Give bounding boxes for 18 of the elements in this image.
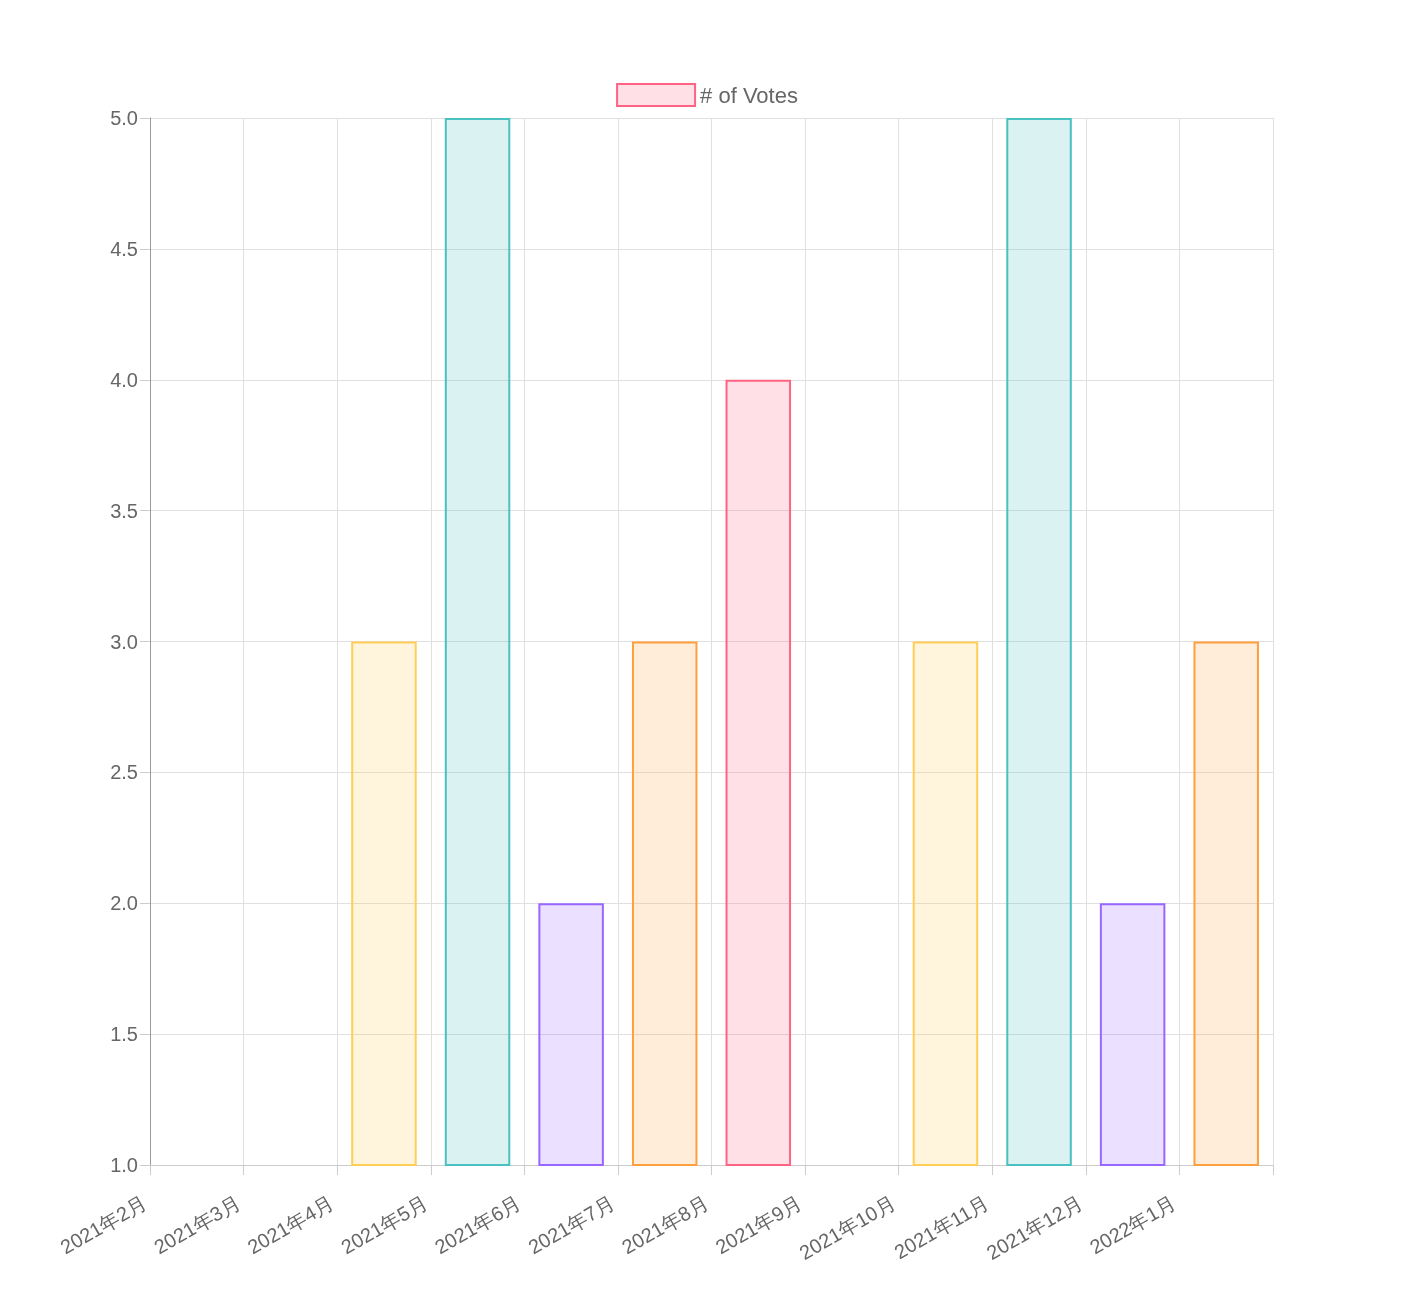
x-tick-label: 2021年5月 bbox=[337, 1191, 432, 1259]
y-tick-label: 4.0 bbox=[110, 368, 138, 391]
x-tick-label: 2021年7月 bbox=[524, 1191, 619, 1259]
x-tick-label: 2021年6月 bbox=[430, 1191, 525, 1259]
legend-label: # of Votes bbox=[700, 82, 798, 108]
x-tick-label: 2021年2月 bbox=[56, 1191, 151, 1259]
y-tick-label: 5.0 bbox=[110, 107, 138, 129]
y-tick-label: 1.5 bbox=[110, 1023, 138, 1046]
y-tick-label: 2.5 bbox=[110, 761, 138, 784]
x-tick-label: 2021年4月 bbox=[243, 1191, 338, 1259]
y-tick-label: 3.5 bbox=[110, 499, 138, 522]
y-tick-label: 1.0 bbox=[110, 1154, 138, 1176]
y-tick-label: 4.5 bbox=[110, 237, 138, 260]
y-tick-label: 3.0 bbox=[110, 630, 138, 653]
x-tick-label: 2022年1月 bbox=[1085, 1191, 1180, 1259]
y-tick-label: 2.0 bbox=[110, 892, 138, 915]
x-tick-label: 2021年3月 bbox=[150, 1191, 244, 1259]
x-tick-label: 2021年8月 bbox=[618, 1191, 712, 1259]
